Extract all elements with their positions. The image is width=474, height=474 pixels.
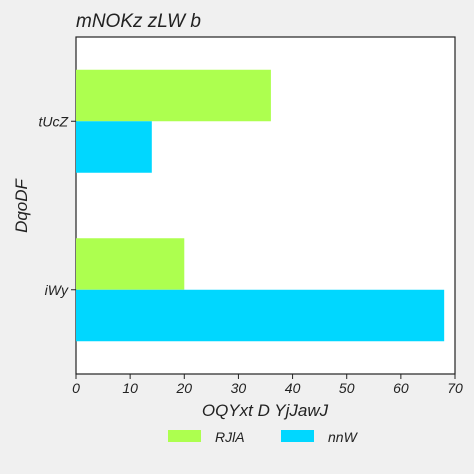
legend: RJlA nnW <box>168 429 359 445</box>
y-axis-ticks: tUcZ iWy <box>38 113 76 298</box>
x-tick-label: 40 <box>285 380 301 396</box>
x-tick-label: 10 <box>122 380 138 396</box>
legend-swatch-nnW <box>281 430 314 442</box>
bar-RJlA-iWy <box>76 238 185 290</box>
x-axis-ticks: 0 10 20 30 40 50 60 70 <box>72 374 463 396</box>
x-tick-label: 50 <box>339 380 355 396</box>
x-tick-label: 70 <box>447 380 463 396</box>
x-tick-label: 60 <box>393 380 409 396</box>
x-axis-label: OQYxt D YjJawJ <box>202 401 329 420</box>
y-axis-label: DqoDF <box>12 177 31 232</box>
legend-label-nnW: nnW <box>328 429 359 445</box>
legend-swatch-RJlA <box>168 430 201 442</box>
x-tick-label: 20 <box>175 380 192 396</box>
bars-group <box>76 69 445 342</box>
y-tick-label: iWy <box>45 282 69 298</box>
legend-label-RJlA: RJlA <box>215 429 245 445</box>
x-tick-label: 0 <box>72 380 80 396</box>
bar-nnW-tUcZ <box>76 121 152 173</box>
bar-RJlA-tUcZ <box>76 69 271 122</box>
chart-title: mNOKz zLW b <box>76 11 201 32</box>
bar-nnW-iWy <box>76 289 445 342</box>
y-tick-label: tUcZ <box>38 113 68 129</box>
x-tick-label: 30 <box>231 380 247 396</box>
